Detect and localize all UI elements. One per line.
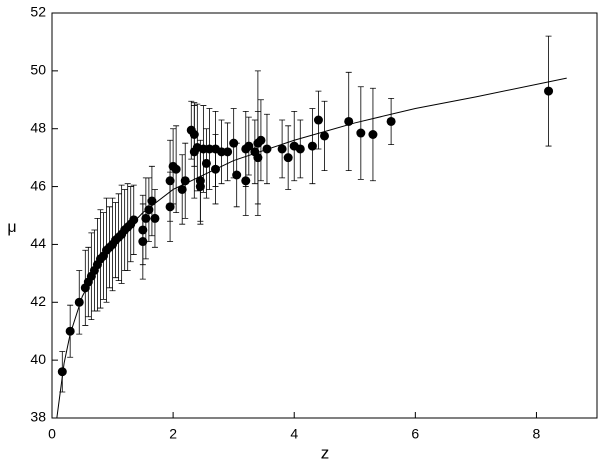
x-tick-label: 8 — [533, 426, 541, 442]
x-tick-label: 6 — [411, 426, 419, 442]
data-point — [229, 138, 239, 148]
data-point — [253, 153, 263, 163]
data-point — [356, 128, 366, 138]
data-point — [313, 115, 323, 125]
data-point — [256, 135, 266, 145]
data-point — [165, 176, 175, 186]
data-point — [147, 196, 157, 206]
data-point — [307, 141, 317, 151]
data-point — [129, 215, 139, 225]
x-tick-label: 2 — [169, 426, 177, 442]
fit-curve — [56, 77, 567, 418]
y-tick-label: 38 — [30, 409, 46, 425]
data-point — [195, 176, 205, 186]
data-point — [150, 213, 160, 223]
data-point — [189, 130, 199, 139]
x-tick-label: 0 — [48, 426, 56, 442]
data-point — [283, 153, 293, 163]
data-point — [295, 144, 305, 154]
y-tick-label: 52 — [30, 4, 46, 20]
y-axis-label: μ — [7, 219, 16, 236]
data-point — [232, 170, 242, 180]
data-point — [57, 367, 67, 377]
data-point — [141, 213, 151, 223]
data-point — [177, 184, 187, 194]
data-point — [171, 164, 181, 174]
data-point — [262, 144, 272, 154]
y-tick-label: 44 — [30, 235, 46, 251]
data-point — [320, 131, 329, 141]
y-tick-label: 48 — [30, 119, 46, 135]
data-point — [138, 225, 148, 235]
x-axis-label: z — [321, 443, 330, 462]
plot-frame — [51, 12, 598, 419]
data-point — [144, 205, 154, 215]
data-point — [368, 130, 378, 139]
data-point — [344, 116, 354, 126]
data-point — [211, 164, 220, 174]
y-tick-label: 46 — [30, 177, 46, 193]
data-point — [244, 141, 254, 151]
y-tick-label: 50 — [30, 62, 46, 78]
data-point — [138, 237, 148, 247]
data-point — [65, 326, 75, 336]
x-tick-label: 4 — [290, 426, 298, 442]
data-point — [74, 297, 84, 307]
y-tick-label: 42 — [30, 293, 46, 309]
data-point — [386, 116, 396, 126]
data-point — [180, 176, 190, 186]
data-point — [165, 202, 175, 212]
y-tick-label: 40 — [30, 351, 46, 367]
data-point — [277, 144, 287, 154]
data-point — [223, 147, 233, 157]
data-point — [241, 176, 251, 186]
data-point — [201, 158, 211, 168]
data-point — [544, 86, 554, 96]
